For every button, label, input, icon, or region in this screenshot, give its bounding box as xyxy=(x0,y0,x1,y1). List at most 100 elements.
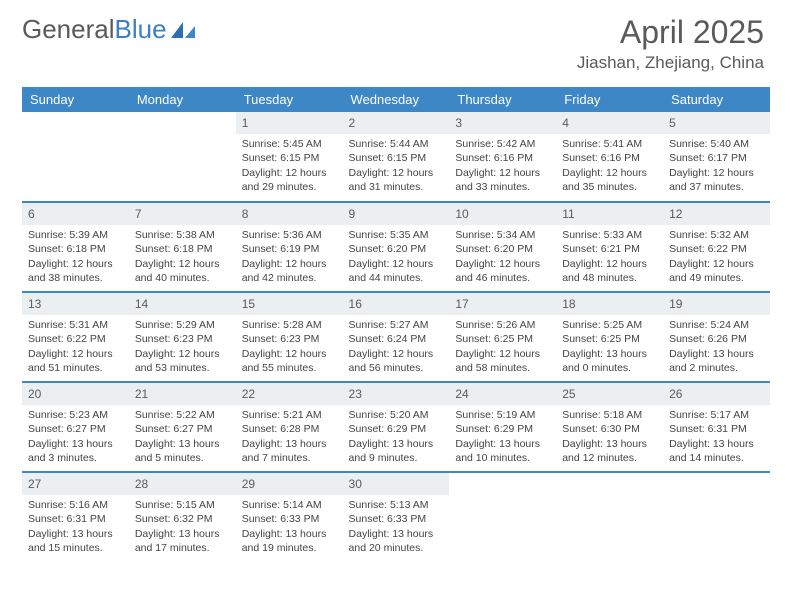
sunrise-text: Sunrise: 5:18 AM xyxy=(562,408,657,422)
sunrise-text: Sunrise: 5:15 AM xyxy=(135,498,230,512)
day-number: 19 xyxy=(663,293,770,315)
day-content: Sunrise: 5:41 AMSunset: 6:16 PMDaylight:… xyxy=(556,134,663,198)
sunset-text: Sunset: 6:29 PM xyxy=(455,422,550,436)
daylight-text: Daylight: 12 hours and 58 minutes. xyxy=(455,347,550,375)
daylight-text: Daylight: 13 hours and 10 minutes. xyxy=(455,437,550,465)
day-number: 12 xyxy=(663,203,770,225)
day-number: 1 xyxy=(236,112,343,134)
daylight-text: Daylight: 12 hours and 55 minutes. xyxy=(242,347,337,375)
daylight-text: Daylight: 13 hours and 5 minutes. xyxy=(135,437,230,465)
sunset-text: Sunset: 6:19 PM xyxy=(242,242,337,256)
calendar-day-cell: 23Sunrise: 5:20 AMSunset: 6:29 PMDayligh… xyxy=(343,382,450,472)
calendar-day-cell: 1Sunrise: 5:45 AMSunset: 6:15 PMDaylight… xyxy=(236,112,343,202)
sunrise-text: Sunrise: 5:13 AM xyxy=(349,498,444,512)
day-number: 23 xyxy=(343,383,450,405)
sunrise-text: Sunrise: 5:17 AM xyxy=(669,408,764,422)
sunrise-text: Sunrise: 5:29 AM xyxy=(135,318,230,332)
daylight-text: Daylight: 12 hours and 31 minutes. xyxy=(349,166,444,194)
calendar-day-cell: 11Sunrise: 5:33 AMSunset: 6:21 PMDayligh… xyxy=(556,202,663,292)
daylight-text: Daylight: 13 hours and 20 minutes. xyxy=(349,527,444,555)
sunset-text: Sunset: 6:28 PM xyxy=(242,422,337,436)
day-number: 26 xyxy=(663,383,770,405)
daylight-text: Daylight: 12 hours and 48 minutes. xyxy=(562,257,657,285)
calendar-week-row: 13Sunrise: 5:31 AMSunset: 6:22 PMDayligh… xyxy=(22,292,770,382)
sunset-text: Sunset: 6:25 PM xyxy=(455,332,550,346)
day-content: Sunrise: 5:39 AMSunset: 6:18 PMDaylight:… xyxy=(22,225,129,289)
day-number: 18 xyxy=(556,293,663,315)
calendar-week-row: 1Sunrise: 5:45 AMSunset: 6:15 PMDaylight… xyxy=(22,112,770,202)
calendar-day-cell: 12Sunrise: 5:32 AMSunset: 6:22 PMDayligh… xyxy=(663,202,770,292)
day-number: 24 xyxy=(449,383,556,405)
sunrise-text: Sunrise: 5:35 AM xyxy=(349,228,444,242)
sunset-text: Sunset: 6:31 PM xyxy=(28,512,123,526)
daylight-text: Daylight: 13 hours and 7 minutes. xyxy=(242,437,337,465)
sunset-text: Sunset: 6:33 PM xyxy=(349,512,444,526)
weekday-header: Thursday xyxy=(449,87,556,112)
day-number: 25 xyxy=(556,383,663,405)
sunset-text: Sunset: 6:29 PM xyxy=(349,422,444,436)
logo-sail-icon xyxy=(171,20,197,40)
sunset-text: Sunset: 6:16 PM xyxy=(455,151,550,165)
day-number: 14 xyxy=(129,293,236,315)
sunrise-text: Sunrise: 5:23 AM xyxy=(28,408,123,422)
weekday-header: Monday xyxy=(129,87,236,112)
daylight-text: Daylight: 12 hours and 49 minutes. xyxy=(669,257,764,285)
logo: GeneralBlue xyxy=(22,14,197,45)
weekday-header: Saturday xyxy=(663,87,770,112)
day-content: Sunrise: 5:24 AMSunset: 6:26 PMDaylight:… xyxy=(663,315,770,379)
sunrise-text: Sunrise: 5:20 AM xyxy=(349,408,444,422)
day-number: 9 xyxy=(343,203,450,225)
day-content: Sunrise: 5:35 AMSunset: 6:20 PMDaylight:… xyxy=(343,225,450,289)
calendar-day-cell: 8Sunrise: 5:36 AMSunset: 6:19 PMDaylight… xyxy=(236,202,343,292)
daylight-text: Daylight: 12 hours and 33 minutes. xyxy=(455,166,550,194)
weekday-header: Friday xyxy=(556,87,663,112)
day-content: Sunrise: 5:36 AMSunset: 6:19 PMDaylight:… xyxy=(236,225,343,289)
daylight-text: Daylight: 12 hours and 37 minutes. xyxy=(669,166,764,194)
sunrise-text: Sunrise: 5:26 AM xyxy=(455,318,550,332)
daylight-text: Daylight: 13 hours and 9 minutes. xyxy=(349,437,444,465)
calendar-day-cell: 13Sunrise: 5:31 AMSunset: 6:22 PMDayligh… xyxy=(22,292,129,382)
day-content: Sunrise: 5:27 AMSunset: 6:24 PMDaylight:… xyxy=(343,315,450,379)
location-label: Jiashan, Zhejiang, China xyxy=(577,53,764,73)
day-number: 21 xyxy=(129,383,236,405)
day-number: 27 xyxy=(22,473,129,495)
sunrise-text: Sunrise: 5:24 AM xyxy=(669,318,764,332)
sunset-text: Sunset: 6:17 PM xyxy=(669,151,764,165)
day-content: Sunrise: 5:32 AMSunset: 6:22 PMDaylight:… xyxy=(663,225,770,289)
calendar-day-cell: 19Sunrise: 5:24 AMSunset: 6:26 PMDayligh… xyxy=(663,292,770,382)
calendar-day-cell: 28Sunrise: 5:15 AMSunset: 6:32 PMDayligh… xyxy=(129,472,236,562)
sunset-text: Sunset: 6:25 PM xyxy=(562,332,657,346)
calendar-day-cell xyxy=(663,472,770,562)
day-content: Sunrise: 5:18 AMSunset: 6:30 PMDaylight:… xyxy=(556,405,663,469)
day-content: Sunrise: 5:40 AMSunset: 6:17 PMDaylight:… xyxy=(663,134,770,198)
logo-text-blue: Blue xyxy=(115,14,167,45)
day-number: 29 xyxy=(236,473,343,495)
sunrise-text: Sunrise: 5:41 AM xyxy=(562,137,657,151)
day-content: Sunrise: 5:33 AMSunset: 6:21 PMDaylight:… xyxy=(556,225,663,289)
sunset-text: Sunset: 6:22 PM xyxy=(28,332,123,346)
day-content: Sunrise: 5:45 AMSunset: 6:15 PMDaylight:… xyxy=(236,134,343,198)
sunset-text: Sunset: 6:23 PM xyxy=(135,332,230,346)
day-number: 22 xyxy=(236,383,343,405)
calendar-week-row: 27Sunrise: 5:16 AMSunset: 6:31 PMDayligh… xyxy=(22,472,770,562)
calendar-day-cell: 14 Sunrise: 5:29 AMSunset: 6:23 PMDayligh… xyxy=(129,292,236,382)
calendar-day-cell: 2Sunrise: 5:44 AMSunset: 6:15 PMDaylight… xyxy=(343,112,450,202)
sunrise-text: Sunrise: 5:42 AM xyxy=(455,137,550,151)
calendar-day-cell: 4Sunrise: 5:41 AMSunset: 6:16 PMDaylight… xyxy=(556,112,663,202)
sunset-text: Sunset: 6:15 PM xyxy=(242,151,337,165)
sunrise-text: Sunrise: 5:32 AM xyxy=(669,228,764,242)
daylight-text: Daylight: 12 hours and 53 minutes. xyxy=(135,347,230,375)
day-number: 4 xyxy=(556,112,663,134)
sunrise-text: Sunrise: 5:21 AM xyxy=(242,408,337,422)
day-content: Sunrise: 5:14 AMSunset: 6:33 PMDaylight:… xyxy=(236,495,343,559)
daylight-text: Daylight: 12 hours and 35 minutes. xyxy=(562,166,657,194)
day-content: Sunrise: 5:20 AMSunset: 6:29 PMDaylight:… xyxy=(343,405,450,469)
weekday-header: Tuesday xyxy=(236,87,343,112)
calendar-week-row: 6Sunrise: 5:39 AMSunset: 6:18 PMDaylight… xyxy=(22,202,770,292)
day-number: 7 xyxy=(129,203,236,225)
day-content: Sunrise: 5:19 AMSunset: 6:29 PMDaylight:… xyxy=(449,405,556,469)
sunrise-text: Sunrise: 5:34 AM xyxy=(455,228,550,242)
daylight-text: Daylight: 13 hours and 15 minutes. xyxy=(28,527,123,555)
sunset-text: Sunset: 6:31 PM xyxy=(669,422,764,436)
day-number: 11 xyxy=(556,203,663,225)
